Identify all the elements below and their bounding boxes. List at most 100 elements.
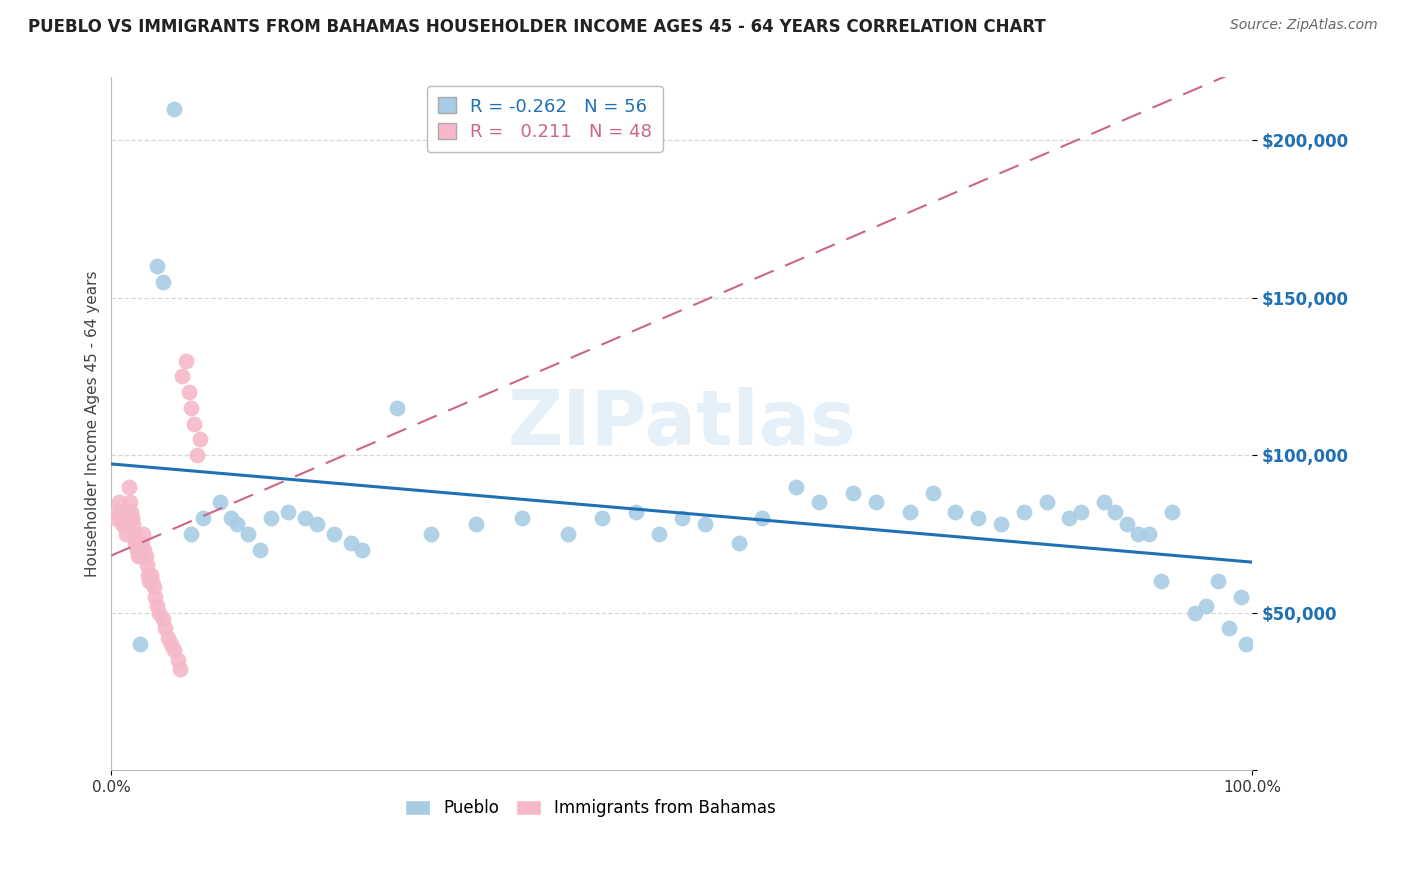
Point [219,511,242,525]
Point [159,637,181,651]
Point [135,558,157,573]
Point [1012,505,1035,519]
Point [138,574,160,588]
Point [277,505,299,519]
Point [1184,606,1206,620]
Point [111,517,134,532]
Point [208,495,231,509]
Point [163,102,186,116]
Point [169,662,191,676]
Point [751,511,773,525]
Point [225,517,247,532]
Point [1115,517,1137,532]
Point [124,536,146,550]
Point [945,505,967,519]
Point [122,527,145,541]
Point [132,527,155,541]
Point [305,517,328,532]
Point [898,505,921,519]
Point [1206,574,1229,588]
Point [177,385,200,400]
Point [1234,637,1257,651]
Point [115,527,138,541]
Point [135,549,157,563]
Point [1195,599,1218,614]
Point [143,590,166,604]
Point [465,517,488,532]
Point [1137,527,1160,541]
Point [785,480,807,494]
Point [163,643,186,657]
Point [385,401,408,415]
Point [967,511,990,525]
Point [146,260,169,274]
Text: ZIPatlas: ZIPatlas [508,387,856,461]
Point [842,486,865,500]
Point [557,527,579,541]
Point [157,631,180,645]
Point [148,606,170,620]
Point [141,567,163,582]
Point [127,549,149,563]
Point [180,527,202,541]
Point [807,495,830,509]
Point [990,517,1012,532]
Point [260,511,283,525]
Point [129,637,152,651]
Point [136,567,159,582]
Point [111,505,134,519]
Point [186,448,208,462]
Point [1126,527,1149,541]
Point [648,527,671,541]
Point [419,527,441,541]
Text: PUEBLO VS IMMIGRANTS FROM BAHAMAS HOUSEHOLDER INCOME AGES 45 - 64 YEARS CORRELAT: PUEBLO VS IMMIGRANTS FROM BAHAMAS HOUSEH… [28,18,1046,36]
Point [172,369,194,384]
Point [180,401,202,415]
Point [121,511,143,525]
Point [129,549,152,563]
Point [1059,511,1081,525]
Point [117,480,139,494]
Point [249,542,271,557]
Point [120,505,142,519]
Point [166,653,188,667]
Point [865,495,887,509]
Text: Source: ZipAtlas.com: Source: ZipAtlas.com [1230,18,1378,32]
Point [141,574,163,588]
Point [671,511,693,525]
Point [104,511,127,525]
Legend: Pueblo, Immigrants from Bahamas: Pueblo, Immigrants from Bahamas [398,793,783,824]
Point [727,536,749,550]
Point [1104,505,1126,519]
Point [122,517,145,532]
Point [1150,574,1173,588]
Point [1229,590,1251,604]
Y-axis label: Householder Income Ages 45 - 64 years: Householder Income Ages 45 - 64 years [86,270,100,577]
Point [190,433,212,447]
Point [340,536,363,550]
Point [125,542,148,557]
Point [510,511,533,525]
Point [117,511,139,525]
Point [174,353,197,368]
Point [1092,495,1115,509]
Point [118,495,141,509]
Point [134,542,156,557]
Point [1035,495,1057,509]
Point [921,486,943,500]
Point [128,536,150,550]
Point [146,599,169,614]
Point [108,495,131,509]
Point [294,511,316,525]
Point [114,517,136,532]
Point [352,542,374,557]
Point [191,511,214,525]
Point [112,511,135,525]
Point [624,505,647,519]
Point [183,417,205,431]
Point [1070,505,1092,519]
Point [129,542,152,557]
Point [1161,505,1184,519]
Point [131,536,153,550]
Point [105,505,128,519]
